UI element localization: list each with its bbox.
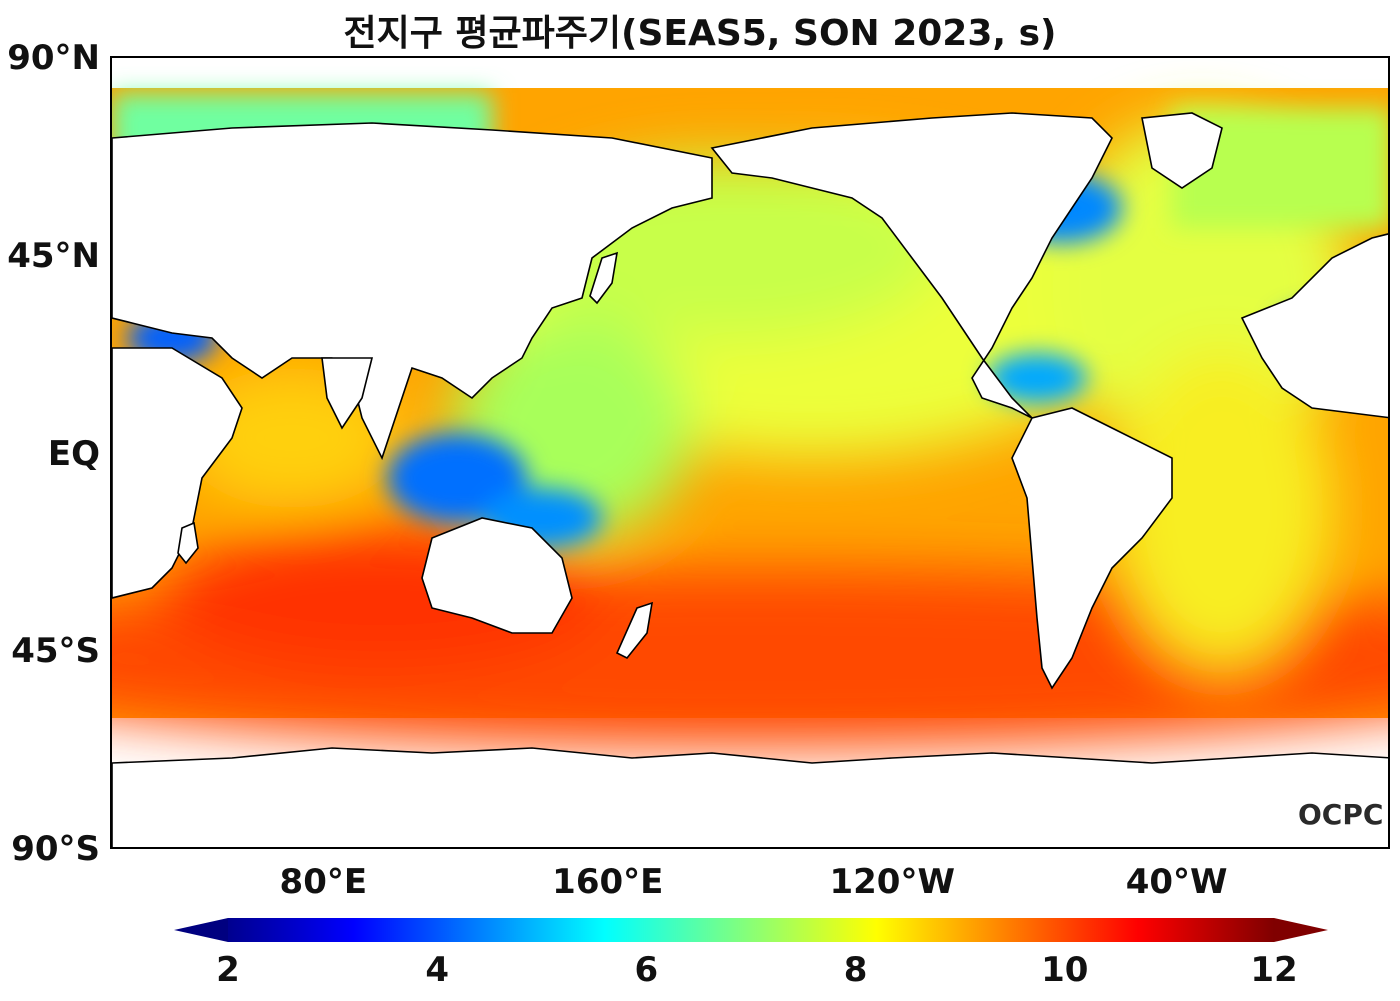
india: [321, 357, 374, 430]
map-panel: OCPC: [110, 56, 1390, 849]
africa: [112, 347, 243, 599]
antarctica: [112, 747, 1388, 847]
north-america: [710, 112, 1113, 419]
colorbar-tick-label: 2: [216, 950, 240, 990]
colorbar-extend-min: [174, 918, 228, 942]
wave-period-map: [112, 88, 1388, 847]
eurasia: [112, 122, 713, 461]
greenland: [1141, 112, 1223, 189]
colorbar-tick-label: 10: [1041, 950, 1089, 990]
lat-label: 90°S: [11, 829, 100, 869]
ocean-field: [112, 88, 1388, 748]
land: [112, 112, 1388, 847]
ocpc-logo: OCPC: [1298, 798, 1384, 831]
lat-label: 45°S: [11, 631, 100, 672]
colorbar-tick-label: 4: [425, 950, 450, 990]
lat-label: 90°N: [7, 38, 100, 78]
madagascar: [177, 521, 199, 565]
colorbar: [174, 918, 1328, 942]
new-zealand: [615, 601, 654, 660]
lon-label: 40°W: [1125, 862, 1228, 902]
colorbar-extend-max: [1274, 918, 1328, 942]
colorbar-tick-label: 8: [843, 950, 868, 990]
lon-label: 120°W: [829, 862, 955, 902]
lon-label: 80°E: [279, 862, 368, 902]
lat-label: 45°N: [7, 235, 100, 276]
map-title: 전지구 평균파주기(SEAS5, SON 2023, s): [343, 13, 1057, 54]
lon-label: 160°E: [552, 862, 664, 902]
japan: [589, 251, 619, 305]
colorbar-tick-label: 12: [1250, 950, 1298, 990]
colorbar-gradient: [228, 918, 1274, 942]
colorbar-tick-label: 6: [634, 950, 659, 990]
australia: [421, 517, 573, 634]
lat-label: EQ: [47, 433, 100, 474]
europe-africa-west: [1240, 233, 1388, 419]
south-america: [1011, 407, 1173, 690]
